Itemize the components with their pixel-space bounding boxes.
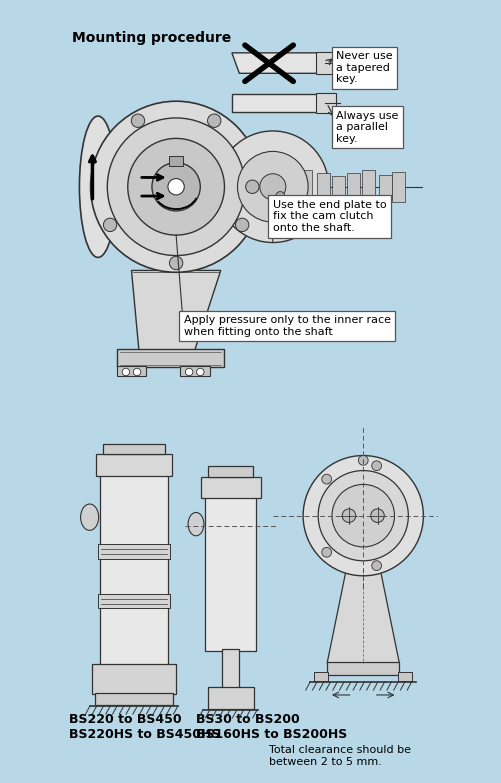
Circle shape bbox=[371, 509, 384, 522]
Circle shape bbox=[245, 180, 259, 193]
Bar bbox=[222, 649, 239, 688]
Circle shape bbox=[322, 474, 332, 484]
Circle shape bbox=[168, 179, 184, 195]
Circle shape bbox=[260, 174, 286, 200]
Bar bbox=[314, 672, 328, 681]
Bar bbox=[205, 482, 256, 651]
Bar bbox=[95, 694, 173, 705]
Circle shape bbox=[91, 101, 262, 272]
Polygon shape bbox=[232, 52, 329, 74]
Bar bbox=[201, 477, 261, 498]
Bar bbox=[299, 170, 312, 204]
Ellipse shape bbox=[81, 504, 99, 530]
Circle shape bbox=[342, 509, 356, 522]
Ellipse shape bbox=[188, 513, 204, 536]
Text: Always use
a parallel
key.: Always use a parallel key. bbox=[336, 110, 398, 144]
Circle shape bbox=[133, 368, 141, 376]
Bar bbox=[327, 662, 399, 675]
Bar bbox=[379, 175, 392, 199]
Circle shape bbox=[185, 368, 193, 376]
Circle shape bbox=[276, 192, 285, 200]
Bar bbox=[103, 444, 165, 454]
Circle shape bbox=[237, 151, 308, 222]
Bar bbox=[208, 687, 254, 709]
Circle shape bbox=[358, 456, 368, 465]
Bar bbox=[169, 156, 183, 166]
Text: Total clearance should be
between 2 to 5 mm.: Total clearance should be between 2 to 5… bbox=[270, 745, 411, 767]
Bar bbox=[316, 92, 336, 113]
Circle shape bbox=[122, 368, 130, 376]
Circle shape bbox=[107, 118, 245, 255]
Text: Never use
a tapered
key.: Never use a tapered key. bbox=[336, 51, 393, 85]
Bar bbox=[100, 460, 168, 666]
Polygon shape bbox=[131, 270, 221, 350]
Bar bbox=[362, 170, 375, 204]
Polygon shape bbox=[232, 94, 318, 112]
Bar bbox=[96, 454, 172, 476]
Circle shape bbox=[372, 461, 382, 471]
Bar bbox=[316, 52, 336, 74]
Bar bbox=[117, 348, 224, 367]
Circle shape bbox=[196, 368, 204, 376]
Bar bbox=[318, 172, 331, 201]
Circle shape bbox=[217, 131, 329, 243]
Bar bbox=[98, 594, 170, 608]
Circle shape bbox=[303, 456, 423, 576]
Bar bbox=[347, 172, 360, 201]
Bar bbox=[98, 544, 170, 558]
Circle shape bbox=[332, 485, 394, 547]
Bar bbox=[398, 672, 412, 681]
Circle shape bbox=[131, 114, 145, 128]
Circle shape bbox=[169, 256, 183, 269]
Circle shape bbox=[235, 218, 249, 232]
Bar bbox=[208, 467, 253, 477]
Circle shape bbox=[103, 218, 117, 232]
Bar bbox=[92, 664, 176, 695]
Text: Apply pressure only to the inner race
when fitting onto the shaft: Apply pressure only to the inner race wh… bbox=[183, 316, 391, 337]
Text: BS30 to BS200
BS160HS to BS200HS: BS30 to BS200 BS160HS to BS200HS bbox=[196, 713, 347, 741]
Circle shape bbox=[128, 139, 224, 235]
Text: Use the end plate to
fix the cam clutch
onto the shaft.: Use the end plate to fix the cam clutch … bbox=[273, 200, 386, 233]
Circle shape bbox=[318, 471, 408, 561]
Bar bbox=[392, 171, 405, 201]
Bar bbox=[332, 175, 345, 198]
Bar bbox=[117, 366, 146, 377]
Text: BS220 to BS450
BS220HS to BS450HS: BS220 to BS450 BS220HS to BS450HS bbox=[69, 713, 221, 741]
Circle shape bbox=[207, 114, 221, 128]
Polygon shape bbox=[327, 568, 399, 663]
Circle shape bbox=[152, 163, 200, 211]
Circle shape bbox=[322, 547, 332, 557]
Circle shape bbox=[372, 561, 382, 571]
Bar bbox=[180, 366, 209, 377]
Text: Mounting procedure: Mounting procedure bbox=[72, 31, 231, 45]
Ellipse shape bbox=[80, 116, 117, 258]
